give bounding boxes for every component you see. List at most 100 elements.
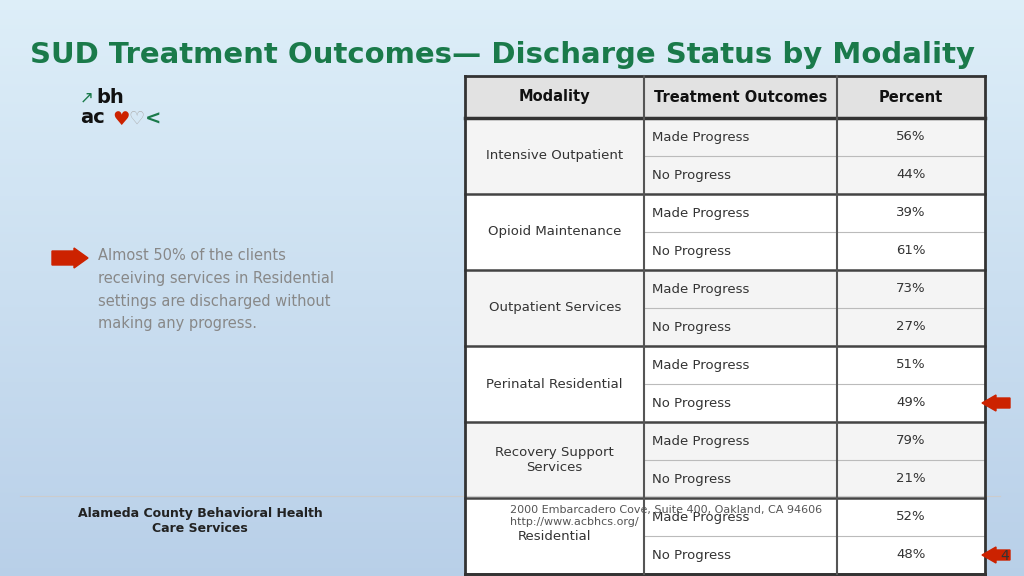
Bar (0, 532, 1024, 534)
Bar (0, 503, 1024, 505)
Bar (0, 121, 1024, 123)
Bar (0, 50, 1024, 52)
Bar (0, 420, 1024, 422)
Bar (0, 390, 1024, 392)
Bar (0, 511, 1024, 513)
Bar (0, 553, 1024, 555)
Bar (0, 272, 1024, 275)
Bar (0, 226, 1024, 229)
Text: Opioid Maintenance: Opioid Maintenance (488, 225, 622, 238)
Bar (0, 549, 1024, 551)
Bar (0, 407, 1024, 409)
Bar (0, 16, 1024, 17)
Bar (0, 392, 1024, 393)
Bar (0, 451, 1024, 453)
Bar (0, 344, 1024, 346)
Bar (0, 33, 1024, 35)
Bar (0, 19, 1024, 21)
Bar (0, 132, 1024, 134)
Bar (0, 194, 1024, 196)
Bar (0, 236, 1024, 238)
Bar (0, 58, 1024, 59)
Text: 56%: 56% (896, 131, 926, 143)
Bar (0, 127, 1024, 128)
Bar (0, 292, 1024, 294)
Bar (0, 384, 1024, 386)
Bar (0, 203, 1024, 206)
Bar (0, 105, 1024, 108)
Bar (0, 115, 1024, 117)
Bar (0, 67, 1024, 69)
Bar (0, 570, 1024, 572)
Text: 48%: 48% (896, 548, 926, 562)
Bar (0, 75, 1024, 77)
Bar (0, 219, 1024, 221)
Bar (0, 311, 1024, 313)
Bar (0, 44, 1024, 46)
Bar (0, 520, 1024, 522)
Bar (0, 488, 1024, 490)
Bar (0, 4, 1024, 6)
Bar (0, 482, 1024, 484)
Bar (0, 545, 1024, 547)
Bar (0, 465, 1024, 467)
Bar (0, 165, 1024, 167)
Bar (0, 555, 1024, 557)
Bar (0, 416, 1024, 419)
Bar (0, 142, 1024, 144)
Bar (0, 90, 1024, 92)
Bar (0, 140, 1024, 142)
Bar (0, 230, 1024, 232)
Bar (0, 179, 1024, 180)
Bar (0, 46, 1024, 48)
Bar (0, 361, 1024, 363)
Bar (0, 146, 1024, 148)
Bar (0, 175, 1024, 177)
Bar (0, 39, 1024, 40)
Bar (0, 79, 1024, 81)
Text: 51%: 51% (896, 358, 926, 372)
Bar (0, 295, 1024, 298)
Bar (0, 370, 1024, 373)
Bar (0, 541, 1024, 543)
Bar (0, 438, 1024, 439)
Bar (0, 522, 1024, 524)
Bar (0, 409, 1024, 411)
Bar (0, 471, 1024, 472)
Text: ac: ac (80, 108, 104, 127)
Bar (0, 52, 1024, 54)
Bar (0, 48, 1024, 50)
Bar (0, 261, 1024, 263)
Bar (0, 351, 1024, 353)
Bar (0, 347, 1024, 350)
Bar (0, 495, 1024, 497)
Bar (0, 13, 1024, 16)
Bar (0, 425, 1024, 426)
Bar (0, 111, 1024, 113)
Text: Treatment Outcomes: Treatment Outcomes (654, 89, 827, 104)
Text: Modality: Modality (519, 89, 591, 104)
Text: No Progress: No Progress (652, 169, 731, 181)
Bar (0, 359, 1024, 361)
Bar (0, 559, 1024, 560)
Bar (0, 100, 1024, 102)
Bar (465, 270, 985, 346)
Bar (0, 138, 1024, 140)
Bar (0, 373, 1024, 374)
Bar (0, 376, 1024, 378)
Bar (0, 240, 1024, 242)
Bar (0, 350, 1024, 351)
Bar (0, 547, 1024, 549)
Bar (0, 108, 1024, 109)
Bar (0, 484, 1024, 486)
Text: 21%: 21% (896, 472, 926, 486)
Bar (0, 238, 1024, 240)
Bar (0, 206, 1024, 207)
Text: Residential: Residential (518, 529, 592, 543)
Bar (0, 439, 1024, 442)
Bar (0, 313, 1024, 315)
Bar (0, 282, 1024, 284)
Bar (0, 309, 1024, 311)
Bar (0, 263, 1024, 265)
Bar (0, 96, 1024, 98)
